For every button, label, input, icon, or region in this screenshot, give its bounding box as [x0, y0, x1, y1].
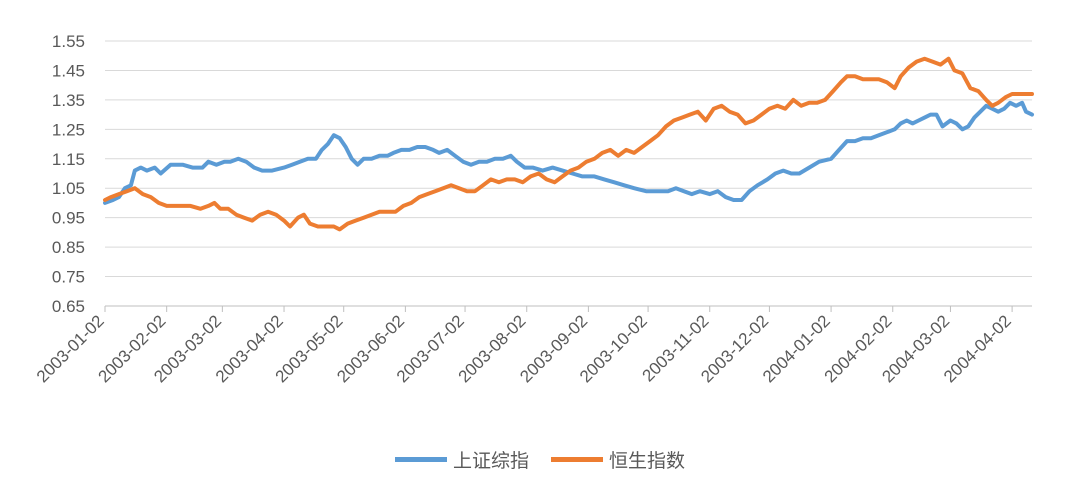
y-tick-label: 1.15: [52, 150, 85, 169]
series-line-0: [103, 100, 1034, 205]
x-axis-tick-labels: 2003-01-022003-02-022003-03-022003-04-02…: [33, 311, 1015, 386]
y-tick-label: 1.55: [52, 32, 85, 51]
legend-item-hangseng: 恒生指数: [551, 446, 685, 473]
y-tick-label: 0.65: [52, 297, 85, 316]
y-tick-label: 0.85: [52, 238, 85, 257]
legend-swatch-shanghai: [394, 457, 447, 462]
x-axis: [104, 305, 1032, 312]
line-chart: 0.65 0.75 0.85 0.95 1.05 1.15 1.25 1.35 1.45 1.55…: [33, 32, 1034, 386]
series-lines: [103, 56, 1034, 232]
legend-item-shanghai: 上证综指: [394, 446, 529, 473]
legend: 上证综指 恒生指数: [0, 446, 1080, 473]
y-tick-label: 0.75: [52, 268, 85, 287]
x-tick-label: 2004-04-02: [940, 311, 1015, 386]
legend-swatch-hangseng: [551, 457, 603, 462]
series-line-1: [103, 56, 1034, 232]
y-tick-label: 1.25: [52, 120, 85, 139]
y-tick-label: 1.05: [52, 179, 85, 198]
legend-label-hangseng: 恒生指数: [609, 450, 686, 472]
y-tick-label: 0.95: [52, 209, 85, 228]
y-tick-label: 1.45: [52, 61, 85, 80]
y-axis-tick-labels: 0.65 0.75 0.85 0.95 1.05 1.15 1.25 1.35 1.45 1.55: [52, 32, 85, 316]
legend-label-shanghai: 上证综指: [452, 450, 529, 472]
y-tick-label: 1.35: [52, 91, 85, 110]
